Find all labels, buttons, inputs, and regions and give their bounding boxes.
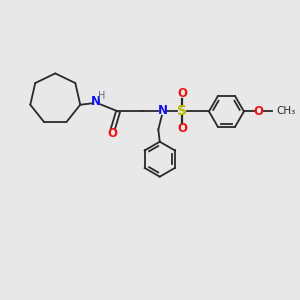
Text: N: N bbox=[158, 104, 168, 117]
Text: H: H bbox=[98, 91, 106, 101]
Text: O: O bbox=[177, 122, 187, 135]
Text: CH₃: CH₃ bbox=[277, 106, 296, 116]
Text: S: S bbox=[177, 104, 187, 118]
Text: N: N bbox=[91, 95, 101, 108]
Text: O: O bbox=[177, 88, 187, 100]
Text: O: O bbox=[254, 105, 263, 118]
Text: O: O bbox=[107, 128, 117, 140]
